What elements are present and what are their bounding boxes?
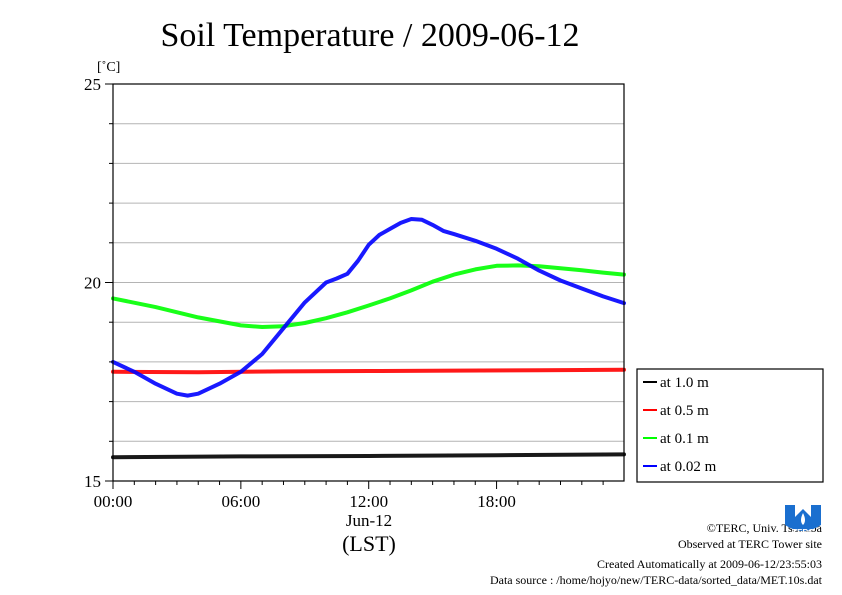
legend-label: at 0.5 m xyxy=(660,403,709,419)
y-axis: 15 20 25 xyxy=(84,75,113,491)
legend: at 1.0 m at 0.5 m at 0.1 m at 0.02 m xyxy=(636,368,824,483)
logo-lettering: TERC xyxy=(792,528,814,537)
legend-label: at 0.1 m xyxy=(660,431,709,447)
x-tick-label: 06:00 xyxy=(221,492,260,511)
legend-label: at 1.0 m xyxy=(660,375,709,391)
created-timestamp-text: Created Automatically at 2009-06-12/23:5… xyxy=(597,557,822,571)
x-axis-label: (LST) xyxy=(342,531,396,556)
x-date-label: Jun-12 xyxy=(346,511,392,530)
terc-logo: TERC xyxy=(785,505,821,537)
series-line-at-0-02-m xyxy=(111,217,626,398)
y-tick-label: 15 xyxy=(84,472,101,491)
chart-title: Soil Temperature / 2009-06-12 xyxy=(160,17,579,54)
x-axis: 00:00 06:00 12:00 18:00 xyxy=(94,481,604,511)
y-tick-label: 20 xyxy=(84,274,101,293)
series-line-at-1-0-m xyxy=(111,452,626,460)
x-tick-label: 12:00 xyxy=(349,492,388,511)
series-layer xyxy=(111,217,626,460)
observed-site-text: Observed at TERC Tower site xyxy=(677,537,822,551)
y-axis-unit: [˚C] xyxy=(97,60,120,75)
data-source-text: Data source : /home/hojyo/new/TERC-data/… xyxy=(489,573,822,587)
x-tick-label: 00:00 xyxy=(94,492,133,511)
series-line-at-0-5-m xyxy=(111,367,626,375)
legend-label: at 0.02 m xyxy=(660,459,717,475)
series-line-at-0-1-m xyxy=(111,263,626,329)
legend-box xyxy=(636,368,824,483)
x-tick-label: 18:00 xyxy=(477,492,516,511)
y-tick-label: 25 xyxy=(84,75,101,94)
